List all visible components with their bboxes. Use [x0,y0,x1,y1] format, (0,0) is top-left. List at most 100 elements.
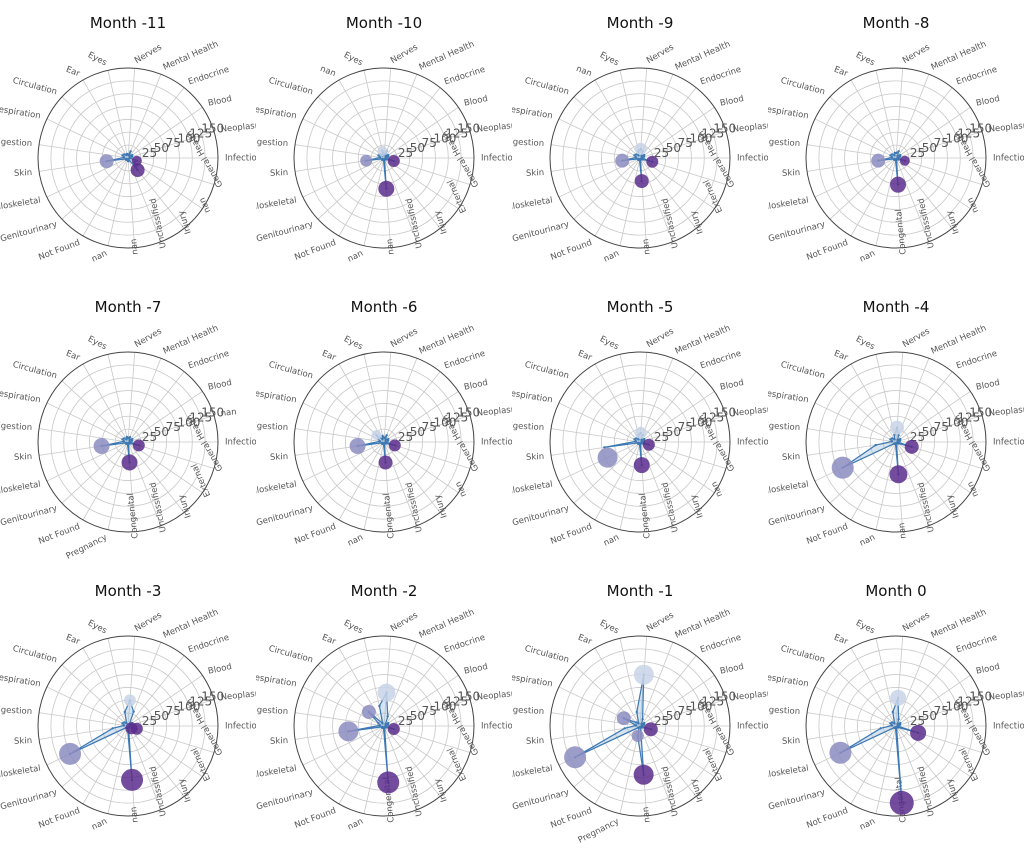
grid-spoke [895,157,930,242]
grid-spoke [383,68,392,159]
radial-tick-label: 125 [445,410,468,424]
grid-spoke [127,725,162,810]
category-label: Endocrine [955,65,999,88]
category-label: Mental Health [418,39,476,72]
category-label: nan [346,533,365,549]
grid-spoke [383,674,459,727]
category-label: Respiration [512,388,553,405]
bubble-marker [633,764,654,785]
series-point [896,154,899,158]
grid-spoke [127,725,185,797]
bubble-marker [616,711,631,726]
series-point [125,153,128,157]
grid-spoke [61,96,129,159]
radial-tick-label: 75 [166,136,181,150]
polar-spine [37,635,219,817]
category-label: Genitourinary [0,220,58,245]
category-label: Ear [832,349,849,364]
grid-spoke [639,642,674,727]
grid-spoke [82,441,129,521]
series-point [111,727,114,730]
category-label: Circulation [523,644,570,665]
radial-tick-label: 50 [154,709,169,723]
category-label: Neoplasms [220,688,256,703]
grid-spoke [302,725,385,766]
category-label: Eyes [598,50,621,68]
grid-spoke [875,441,897,530]
grid-spoke [383,390,459,443]
grid-spoke [127,636,136,727]
series-point [635,710,638,714]
category-label: Endocrine [187,349,231,372]
panel-title: Month -6 [350,298,418,316]
grid-spoke [850,157,897,237]
category-label: Blood [975,662,1001,677]
category-label: Congenital [126,493,141,540]
category-label: Not Found [293,806,337,831]
grid-spoke [38,428,129,443]
category-label: Genitourinary [0,788,58,813]
series-point [378,704,381,708]
category-label: Genitourinary [768,220,826,245]
category-label: nan [90,249,109,265]
grid-spoke [814,686,897,727]
radial-tick-label: 75 [934,704,949,718]
category-label: Nerves [901,326,932,350]
series-point [635,721,638,724]
series-point [125,722,128,725]
category-label: Nerves [133,326,164,350]
bubble-marker [831,456,854,479]
grid-spoke [61,380,129,443]
radial-tick-label: 25 [398,146,413,160]
series-point [899,721,902,725]
grid-spoke [38,144,129,159]
grid-spoke [895,725,953,797]
grid-spoke [850,647,897,727]
bubble-marker [890,689,907,706]
grid-spoke [127,371,185,443]
category-label: Not Found [549,238,593,263]
category-label: Mental Health [930,323,988,356]
series-point [890,156,894,159]
grid-spoke [317,96,385,159]
category-label: Blood [719,662,745,677]
category-label: Musculoskeletal [512,196,553,216]
grid-spoke [383,655,441,727]
radial-tick-label: 100 [946,415,969,429]
series-point [131,153,134,157]
radial-tick-label: 25 [142,146,157,160]
bubble-marker [634,426,647,439]
grid-spoke [383,131,471,159]
bubble-marker [631,730,644,743]
grid-spoke [573,96,641,159]
grid-spoke [383,352,392,443]
category-label: Digestion [512,705,544,717]
grid-spoke [594,647,641,727]
radial-tick-label: 150 [457,689,480,703]
grid-spoke [127,131,215,159]
radial-tick-label: 150 [713,121,736,135]
grid-spoke [383,636,392,727]
category-label: Neoplasms [220,120,256,135]
grid-spoke [639,725,697,797]
polar-spine [549,67,731,249]
polar-spine [293,635,475,817]
category-label: Ear [576,349,593,364]
category-label: Mental Health [162,607,220,640]
series-point [123,721,126,724]
category-label: Skin [782,168,801,179]
series-point [123,710,126,714]
category-label: Skin [782,736,801,747]
category-label: Respiration [768,388,809,405]
grid-spoke [383,441,418,526]
grid-spoke [895,415,983,443]
series-point [121,722,124,725]
series-point [640,438,643,442]
